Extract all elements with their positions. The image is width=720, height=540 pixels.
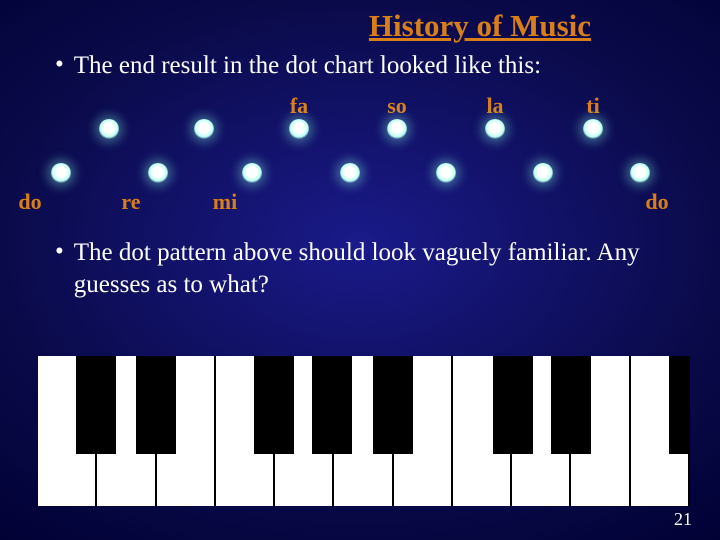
note-dot-lower [242, 163, 262, 183]
note-dot-upper [583, 119, 603, 139]
bullet-2-text: The dot pattern above should look vaguel… [74, 237, 674, 300]
note-dot-lower [533, 163, 553, 183]
note-dot-lower [340, 163, 360, 183]
black-key [373, 356, 413, 454]
black-key [76, 356, 116, 454]
note-dot-lower [148, 163, 168, 183]
note-dot-upper [99, 119, 119, 139]
note-label-top: la [486, 93, 503, 119]
bullet-marker: • [55, 237, 64, 267]
black-key [254, 356, 294, 454]
bullet-1-text: The end result in the dot chart looked l… [74, 50, 541, 81]
note-label-top: ti [586, 93, 599, 119]
note-label-bottom: do [18, 189, 41, 215]
note-label-bottom: mi [213, 189, 237, 215]
black-key [312, 356, 352, 454]
bullet-1: • The end result in the dot chart looked… [55, 50, 720, 81]
note-label-top: so [387, 93, 407, 119]
note-dot-upper [289, 119, 309, 139]
piano-keyboard [38, 356, 690, 506]
bullet-marker: • [55, 50, 64, 80]
note-dot-lower [51, 163, 71, 183]
note-dot-upper [485, 119, 505, 139]
note-label-bottom: re [121, 189, 140, 215]
page-title: History of Music [0, 0, 720, 44]
note-dot-lower [630, 163, 650, 183]
bullet-2: • The dot pattern above should look vagu… [55, 237, 720, 300]
black-key [669, 356, 690, 454]
dot-chart: fa so la ti do re mi do [0, 81, 720, 231]
black-key [136, 356, 176, 454]
note-dot-upper [387, 119, 407, 139]
black-key [493, 356, 533, 454]
page-number: 21 [674, 509, 692, 530]
note-dot-upper [194, 119, 214, 139]
note-label-bottom: do [645, 189, 668, 215]
note-dot-lower [436, 163, 456, 183]
black-key [551, 356, 591, 454]
note-label-top: fa [290, 93, 308, 119]
